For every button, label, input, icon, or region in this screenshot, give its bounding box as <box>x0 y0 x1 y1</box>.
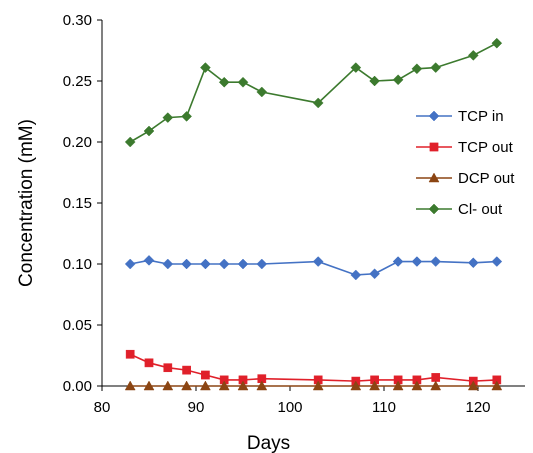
y-tick-label: 0.20 <box>63 134 92 151</box>
data-point-tcp-in <box>237 258 249 270</box>
data-point-cl-out <box>312 97 324 109</box>
legend-item-cl-out: Cl- out <box>416 201 503 218</box>
data-point-tcp-in <box>369 268 380 280</box>
data-point-tcp-in <box>218 258 230 270</box>
series-tcp-in <box>124 254 503 281</box>
data-point-dcp-out <box>181 380 193 391</box>
data-point-tcp-in <box>200 258 211 270</box>
data-point-cl-out <box>491 37 503 49</box>
series-line-tcp-out <box>129 353 497 382</box>
data-point-tcp-out <box>125 349 135 359</box>
data-point-cl-out <box>237 76 249 88</box>
data-point-cl-out <box>411 63 423 75</box>
data-point-dcp-out <box>143 380 155 391</box>
series-group <box>124 37 503 391</box>
data-point-cl-out <box>124 136 136 148</box>
y-tick-label: 0.10 <box>63 256 92 273</box>
legend-item-tcp-in: TCP in <box>416 108 504 125</box>
x-axis-label: Days <box>247 433 290 453</box>
data-point-tcp-out <box>182 365 191 375</box>
legend-marker <box>428 203 440 215</box>
data-point-cl-out <box>392 74 404 86</box>
data-point-cl-out <box>467 50 479 61</box>
data-point-dcp-out <box>218 380 230 391</box>
data-point-cl-out <box>256 86 268 98</box>
data-point-dcp-out <box>199 380 211 391</box>
data-point-cl-out <box>200 62 211 73</box>
data-point-dcp-out <box>124 380 136 391</box>
series-line-cl-out <box>129 42 498 143</box>
series-cl-out <box>124 37 503 148</box>
legend-label: TCP in <box>458 108 504 125</box>
data-point-dcp-out <box>162 380 174 391</box>
y-tick-label: 0.15 <box>63 195 92 212</box>
data-point-dcp-out <box>350 380 362 391</box>
y-tick-label: 0.30 <box>63 12 92 29</box>
y-tick-label: 0.25 <box>63 73 92 90</box>
data-point-cl-out <box>430 62 442 73</box>
data-point-tcp-out <box>163 363 173 373</box>
data-point-cl-out <box>369 75 380 87</box>
data-point-tcp-out <box>431 373 441 382</box>
data-point-tcp-in <box>124 258 136 270</box>
data-point-cl-out <box>162 112 174 123</box>
x-tick-label: 110 <box>372 399 396 416</box>
y-axis-label: Concentration (mM) <box>16 119 37 287</box>
data-point-tcp-in <box>430 256 442 267</box>
x-tick-label: 80 <box>94 399 111 416</box>
legend-label: DCP out <box>458 170 515 187</box>
x-tick-label: 90 <box>188 399 205 416</box>
data-point-cl-out <box>218 76 230 88</box>
legend-label: TCP out <box>458 139 514 156</box>
data-point-tcp-in <box>467 257 479 269</box>
x-ticks: 80 90 100 110 120 <box>94 386 491 416</box>
data-point-tcp-in <box>256 258 268 270</box>
data-point-dcp-out <box>467 380 479 391</box>
data-point-cl-out <box>143 125 155 137</box>
data-point-tcp-in <box>392 256 404 267</box>
data-point-tcp-in <box>411 256 423 267</box>
data-point-dcp-out <box>312 380 324 391</box>
data-point-tcp-out <box>144 358 154 368</box>
data-point-dcp-out <box>411 380 423 391</box>
data-point-cl-out <box>350 62 362 73</box>
data-point-tcp-out <box>201 370 210 380</box>
legend-marker <box>429 142 439 152</box>
legend-marker <box>428 110 440 122</box>
series-line-tcp-in <box>130 259 497 276</box>
plot-area: 80 90 100 110 120 0.000.050.100.150.200.250.… <box>63 12 525 416</box>
data-point-dcp-out <box>237 380 249 391</box>
legend-item-dcp-out: DCP out <box>416 170 515 187</box>
data-point-tcp-in <box>491 256 503 267</box>
data-point-tcp-in <box>162 258 174 270</box>
legend-item-tcp-out: TCP out <box>416 139 514 156</box>
y-tick-label: 0.00 <box>63 378 92 395</box>
data-point-tcp-in <box>143 254 155 266</box>
x-tick-label: 100 <box>277 399 302 416</box>
data-point-dcp-out <box>491 380 503 391</box>
legend-label: Cl- out <box>458 201 503 218</box>
data-point-cl-out <box>181 111 192 122</box>
data-point-dcp-out <box>369 380 381 391</box>
data-point-dcp-out <box>430 380 442 391</box>
data-point-dcp-out <box>392 380 404 391</box>
legend: TCP in TCP out DCP out Cl- out <box>416 108 515 218</box>
y-ticks: 0.00 0.05 0.10 0.15 0.20 0.25 0.30 <box>63 12 102 395</box>
data-point-dcp-out <box>256 380 268 391</box>
x-tick-label: 120 <box>465 399 490 416</box>
data-point-tcp-in <box>312 256 324 267</box>
data-point-tcp-in <box>350 269 362 281</box>
series-tcp-out <box>125 349 502 386</box>
legend-marker <box>428 172 440 183</box>
series-dcp-out <box>124 380 503 391</box>
y-tick-label: 0.05 <box>63 317 92 334</box>
data-point-tcp-in <box>181 258 192 270</box>
